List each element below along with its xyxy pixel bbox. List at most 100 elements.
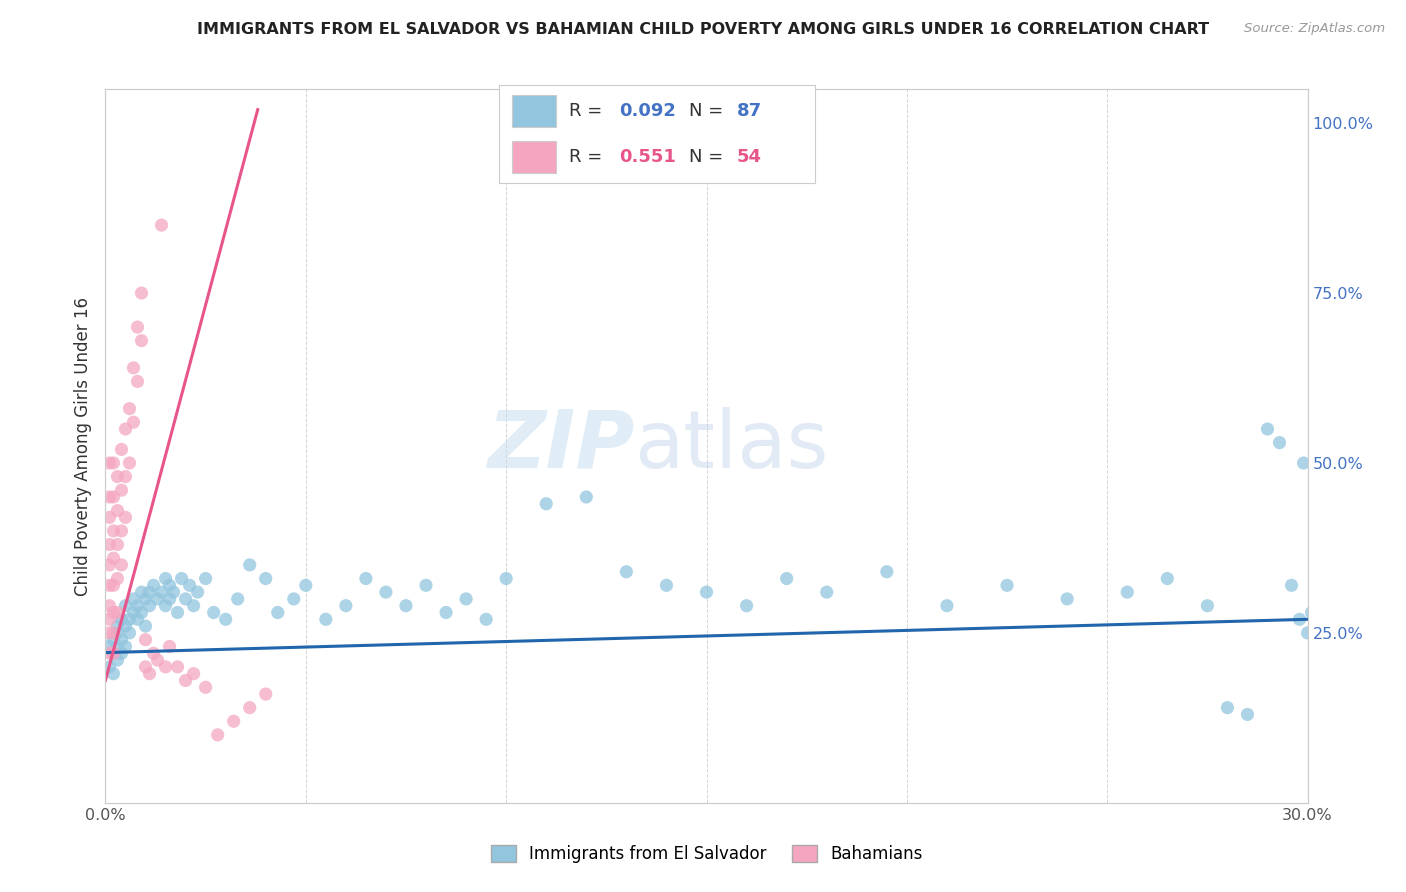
Text: R =: R = [568,148,607,166]
Point [98,490,121,504]
Point [194,572,217,586]
Point [696,585,718,599]
FancyBboxPatch shape [512,141,557,173]
Point [1197,599,1219,613]
Point [131,286,153,301]
Point [110,483,132,498]
Point [226,591,249,606]
Legend: Immigrants from El Salvador, Bahamians: Immigrants from El Salvador, Bahamians [484,838,929,870]
Point [103,632,125,647]
Point [135,591,157,606]
Point [174,673,197,688]
Text: Source: ZipAtlas.com: Source: ZipAtlas.com [1244,22,1385,36]
Point [159,640,181,654]
Point [315,612,337,626]
Point [138,599,160,613]
Point [107,572,129,586]
Point [162,585,184,599]
Point [415,578,437,592]
Point [1292,456,1315,470]
Point [1257,422,1279,436]
Point [107,619,129,633]
Point [1216,700,1239,714]
Text: 0.092: 0.092 [619,102,676,120]
Point [98,578,121,592]
Point [1236,707,1258,722]
Point [103,666,125,681]
Point [103,646,125,660]
Point [1281,578,1303,592]
Point [98,660,121,674]
Point [131,334,153,348]
Point [110,558,132,572]
Point [98,456,121,470]
Point [876,565,898,579]
Point [194,680,217,694]
Point [1316,653,1339,667]
Point [183,599,205,613]
Point [1288,612,1310,626]
Point [118,401,141,416]
Point [122,606,145,620]
Point [110,612,132,626]
Point [335,599,357,613]
Point [122,591,145,606]
Point [283,591,305,606]
Point [995,578,1018,592]
FancyBboxPatch shape [512,95,557,127]
Point [98,640,121,654]
Point [174,591,197,606]
Y-axis label: Child Poverty Among Girls Under 16: Child Poverty Among Girls Under 16 [73,296,91,596]
Point [103,456,125,470]
Point [138,666,160,681]
Point [107,503,129,517]
Point [150,585,173,599]
Point [207,728,229,742]
Point [222,714,245,729]
Point [202,606,225,620]
Point [1268,435,1291,450]
Point [114,469,136,483]
Point [107,606,129,620]
Point [159,591,181,606]
Point [454,591,477,606]
Point [735,599,758,613]
Point [254,687,277,701]
Point [114,599,136,613]
Point [98,612,121,626]
Point [118,456,141,470]
Point [107,626,129,640]
Point [254,572,277,586]
Point [616,565,638,579]
Point [110,524,132,538]
Point [146,653,169,667]
Point [155,599,177,613]
Point [103,626,125,640]
Point [131,606,153,620]
Point [135,619,157,633]
Text: 87: 87 [737,102,762,120]
Point [103,524,125,538]
Point [179,578,201,592]
Point [107,537,129,551]
Text: ZIP: ZIP [486,407,634,485]
Point [103,551,125,566]
Point [187,585,209,599]
Point [170,572,193,586]
Point [98,599,121,613]
Point [1056,591,1078,606]
Point [127,320,149,334]
Point [267,606,290,620]
Point [214,612,236,626]
Point [1301,606,1323,620]
Point [1305,591,1327,606]
Point [103,646,125,660]
Point [815,585,838,599]
Point [138,585,160,599]
Point [495,572,517,586]
Point [155,660,177,674]
Point [475,612,498,626]
Point [98,537,121,551]
Point [135,632,157,647]
Point [110,442,132,457]
